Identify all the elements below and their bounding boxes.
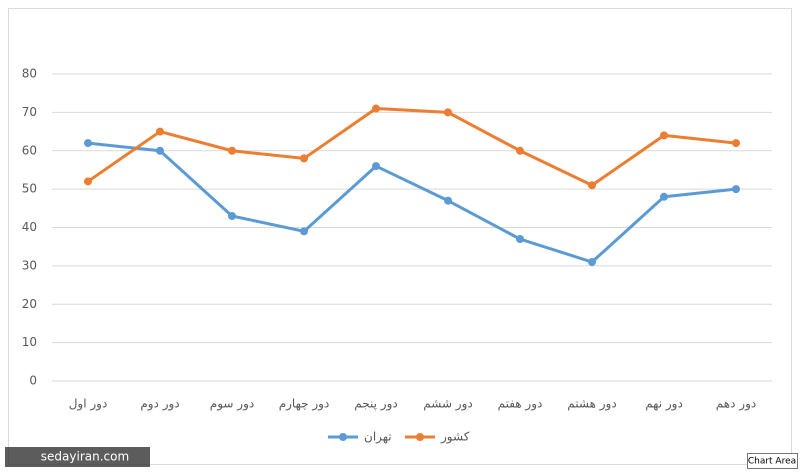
y-tick-label: 70 <box>22 105 37 119</box>
x-tick-label: دور هشتم <box>567 397 616 412</box>
chart-area <box>8 8 792 465</box>
data-point <box>228 146 236 155</box>
data-point <box>372 162 380 171</box>
data-point <box>300 227 308 236</box>
x-tick-label: دور ششم <box>423 397 473 412</box>
legend-marker <box>339 433 347 441</box>
legend-label: کشور <box>440 430 470 445</box>
data-point <box>444 108 452 117</box>
y-tick-label: 20 <box>22 297 37 311</box>
x-tick-label: دور نهم <box>645 397 683 412</box>
data-point <box>660 192 668 201</box>
data-point <box>588 181 596 190</box>
y-tick-label: 10 <box>22 335 37 349</box>
legend-label: تهران <box>364 430 392 445</box>
data-point <box>228 211 236 220</box>
data-point <box>156 146 164 155</box>
data-point <box>732 185 740 194</box>
legend-marker <box>416 433 424 441</box>
data-point <box>588 258 596 267</box>
data-point <box>156 127 164 136</box>
series-line <box>87 107 737 187</box>
data-point <box>732 139 740 148</box>
y-tick-label: 50 <box>22 182 37 196</box>
x-tick-label: دور پنجم <box>354 397 397 412</box>
data-point <box>84 139 92 148</box>
watermark: sedayiran.com <box>41 450 129 464</box>
data-point <box>444 196 452 205</box>
x-tick-label: دور سوم <box>210 397 254 412</box>
y-tick-label: 60 <box>22 143 37 157</box>
x-tick-label: دور هفتم <box>498 397 543 412</box>
x-tick-label: دور اول <box>69 397 108 412</box>
data-point <box>516 235 524 244</box>
data-point <box>372 104 380 113</box>
series-line <box>87 141 737 264</box>
data-point <box>516 146 524 155</box>
x-tick-label: دور چهارم <box>279 397 330 412</box>
y-tick-label: 80 <box>22 67 37 81</box>
data-point <box>84 177 92 186</box>
data-point <box>660 131 668 140</box>
data-point <box>300 154 308 163</box>
y-tick-label: 0 <box>29 374 37 388</box>
y-tick-label: 40 <box>22 220 37 234</box>
tooltip-box <box>747 453 798 469</box>
x-tick-label: دور دوم <box>140 397 179 412</box>
x-tick-label: دور دهم <box>716 397 756 412</box>
tooltip: Chart Area <box>748 457 796 467</box>
y-tick-label: 30 <box>22 258 37 272</box>
watermark-box <box>5 447 150 467</box>
